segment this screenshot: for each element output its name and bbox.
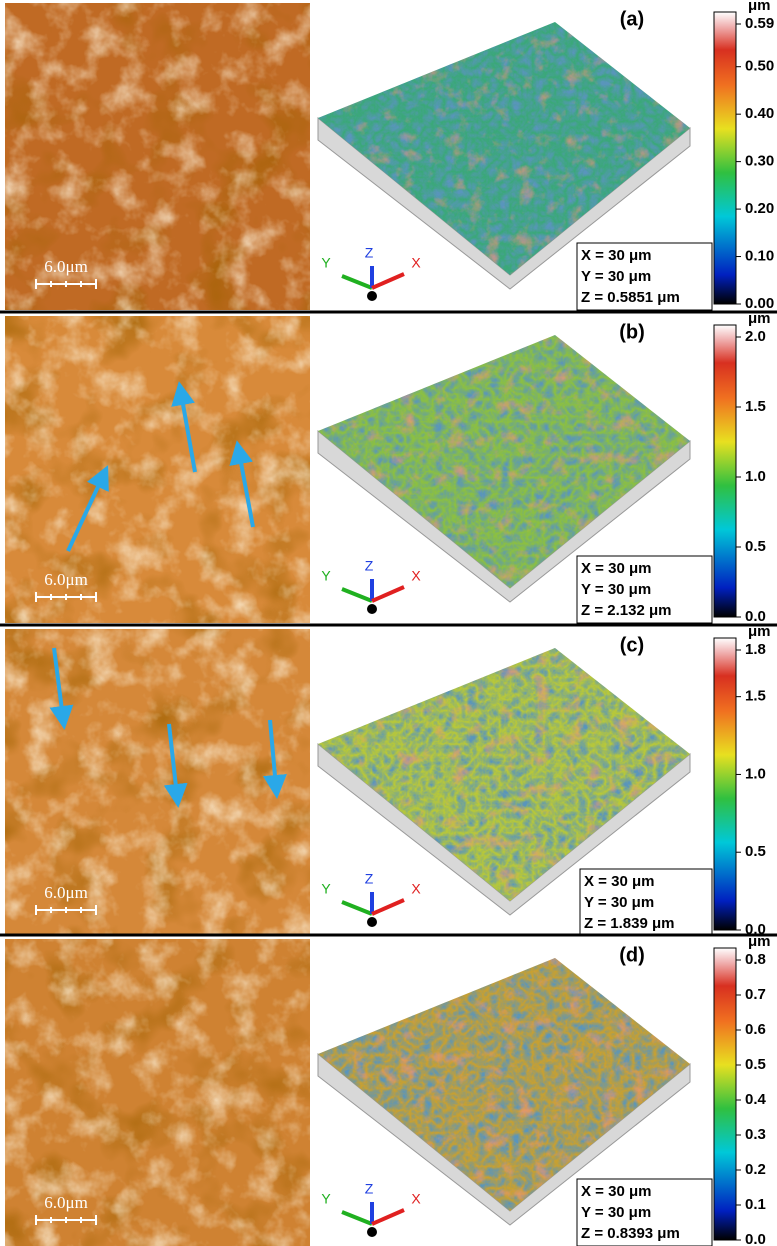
info-line: Y = 30 μm (581, 1204, 651, 1221)
axis-label: Y (321, 568, 331, 584)
axis-label: Y (321, 255, 331, 271)
surface-texture (318, 20, 693, 280)
axis-label: X (411, 568, 421, 584)
colorbar (714, 638, 736, 930)
colorbar-tick-label: 0.2 (745, 1161, 766, 1178)
colorbar (714, 948, 736, 1240)
colorbar-tick-label: 0.5 (745, 1056, 766, 1073)
surface-texture (318, 956, 693, 1216)
info-line: X = 30 μm (581, 1183, 651, 1200)
axis-y (342, 589, 372, 601)
panel-label: (b) (619, 321, 645, 343)
axis-y (342, 902, 372, 914)
axis-y (342, 1212, 372, 1224)
info-line: Y = 30 μm (584, 894, 654, 911)
colorbar-tick-label: 0.1 (745, 1196, 766, 1213)
scale-bar-label: 6.0μm (44, 570, 88, 589)
colorbar-tick-label: 0.59 (745, 15, 774, 32)
axis-label: X (411, 255, 421, 271)
axis-label: Z (365, 245, 374, 261)
colorbar-tick-label: 2.0 (745, 328, 766, 345)
colorbar-tick-label: 1.8 (745, 641, 766, 658)
scale-bar-label: 6.0μm (44, 1193, 88, 1212)
info-line: Z = 1.839 μm (584, 915, 674, 932)
axis-origin (367, 604, 377, 614)
info-line: Z = 2.132 μm (581, 602, 671, 619)
info-line: X = 30 μm (581, 247, 651, 264)
axis-x (372, 900, 404, 914)
colorbar-tick-label: 1.5 (745, 398, 766, 415)
scale-bar-label: 6.0μm (44, 257, 88, 276)
info-line: Y = 30 μm (581, 581, 651, 598)
surface-texture (318, 646, 693, 906)
axis-label: Z (365, 558, 374, 574)
axis-origin (367, 1227, 377, 1237)
panel: 6.0μm (c) Y Z X X = 30 μm Y = 30 μm Z = 1.839 μ… (0, 623, 777, 938)
info-line: X = 30 μm (581, 560, 651, 577)
colorbar-unit: μm (748, 0, 771, 14)
colorbar-tick-label: 0.3 (745, 1126, 766, 1143)
axis-x (372, 274, 404, 288)
surface-texture (318, 333, 693, 593)
axis-x (372, 1210, 404, 1224)
colorbar-tick-label: 0.8 (745, 951, 766, 968)
colorbar-tick-label: 1.5 (745, 688, 766, 705)
axis-origin (367, 917, 377, 927)
panel: 6.0μm (a) Y Z X X = 30 μm Y = 30 μm Z = 0.5851 … (5, 0, 774, 312)
colorbar-tick-label: 0.6 (745, 1021, 766, 1038)
colorbar (714, 12, 736, 304)
colorbar-tick-label: 0.4 (745, 1091, 767, 1108)
colorbar-tick-label: 0.0 (745, 1231, 766, 1246)
axis-y (342, 276, 372, 288)
info-line: Y = 30 μm (581, 268, 651, 285)
panel-label: (c) (620, 634, 644, 656)
panel: 6.0μm (b) Y Z X X = 30 μm Y = 30 μm Z = 2.132 μ… (0, 310, 777, 625)
colorbar (714, 325, 736, 617)
panel-label: (a) (620, 8, 644, 30)
axis-label: Z (365, 1181, 374, 1197)
scale-bar-label: 6.0μm (44, 883, 88, 902)
colorbar-tick-label: 0.5 (745, 538, 766, 555)
figure: 6.0μm (a) Y Z X X = 30 μm Y = 30 μm Z = 0.5851 … (0, 0, 777, 1246)
panel-label: (d) (619, 944, 645, 966)
colorbar-tick-label: 0.20 (745, 200, 774, 217)
axis-label: X (411, 881, 421, 897)
colorbar-tick-label: 1.0 (745, 765, 766, 782)
axis-label: Z (365, 871, 374, 887)
axis-label: X (411, 1191, 421, 1207)
axis-label: Y (321, 1191, 331, 1207)
colorbar-tick-label: 0.30 (745, 153, 774, 170)
colorbar-tick-label: 0.10 (745, 248, 774, 265)
colorbar-tick-label: 0.40 (745, 105, 774, 122)
axis-x (372, 587, 404, 601)
axis-label: Y (321, 881, 331, 897)
colorbar-tick-label: 0.7 (745, 986, 766, 1003)
colorbar-tick-label: 1.0 (745, 468, 766, 485)
colorbar-tick-label: 0.50 (745, 58, 774, 75)
panel: 6.0μm (d) Y Z X X = 30 μm Y = 30 μm Z = 0.8393 … (0, 933, 777, 1246)
info-line: Z = 0.8393 μm (581, 1225, 680, 1242)
info-line: Z = 0.5851 μm (581, 289, 680, 306)
info-line: X = 30 μm (584, 873, 654, 890)
colorbar-tick-label: 0.5 (745, 843, 766, 860)
axis-origin (367, 291, 377, 301)
